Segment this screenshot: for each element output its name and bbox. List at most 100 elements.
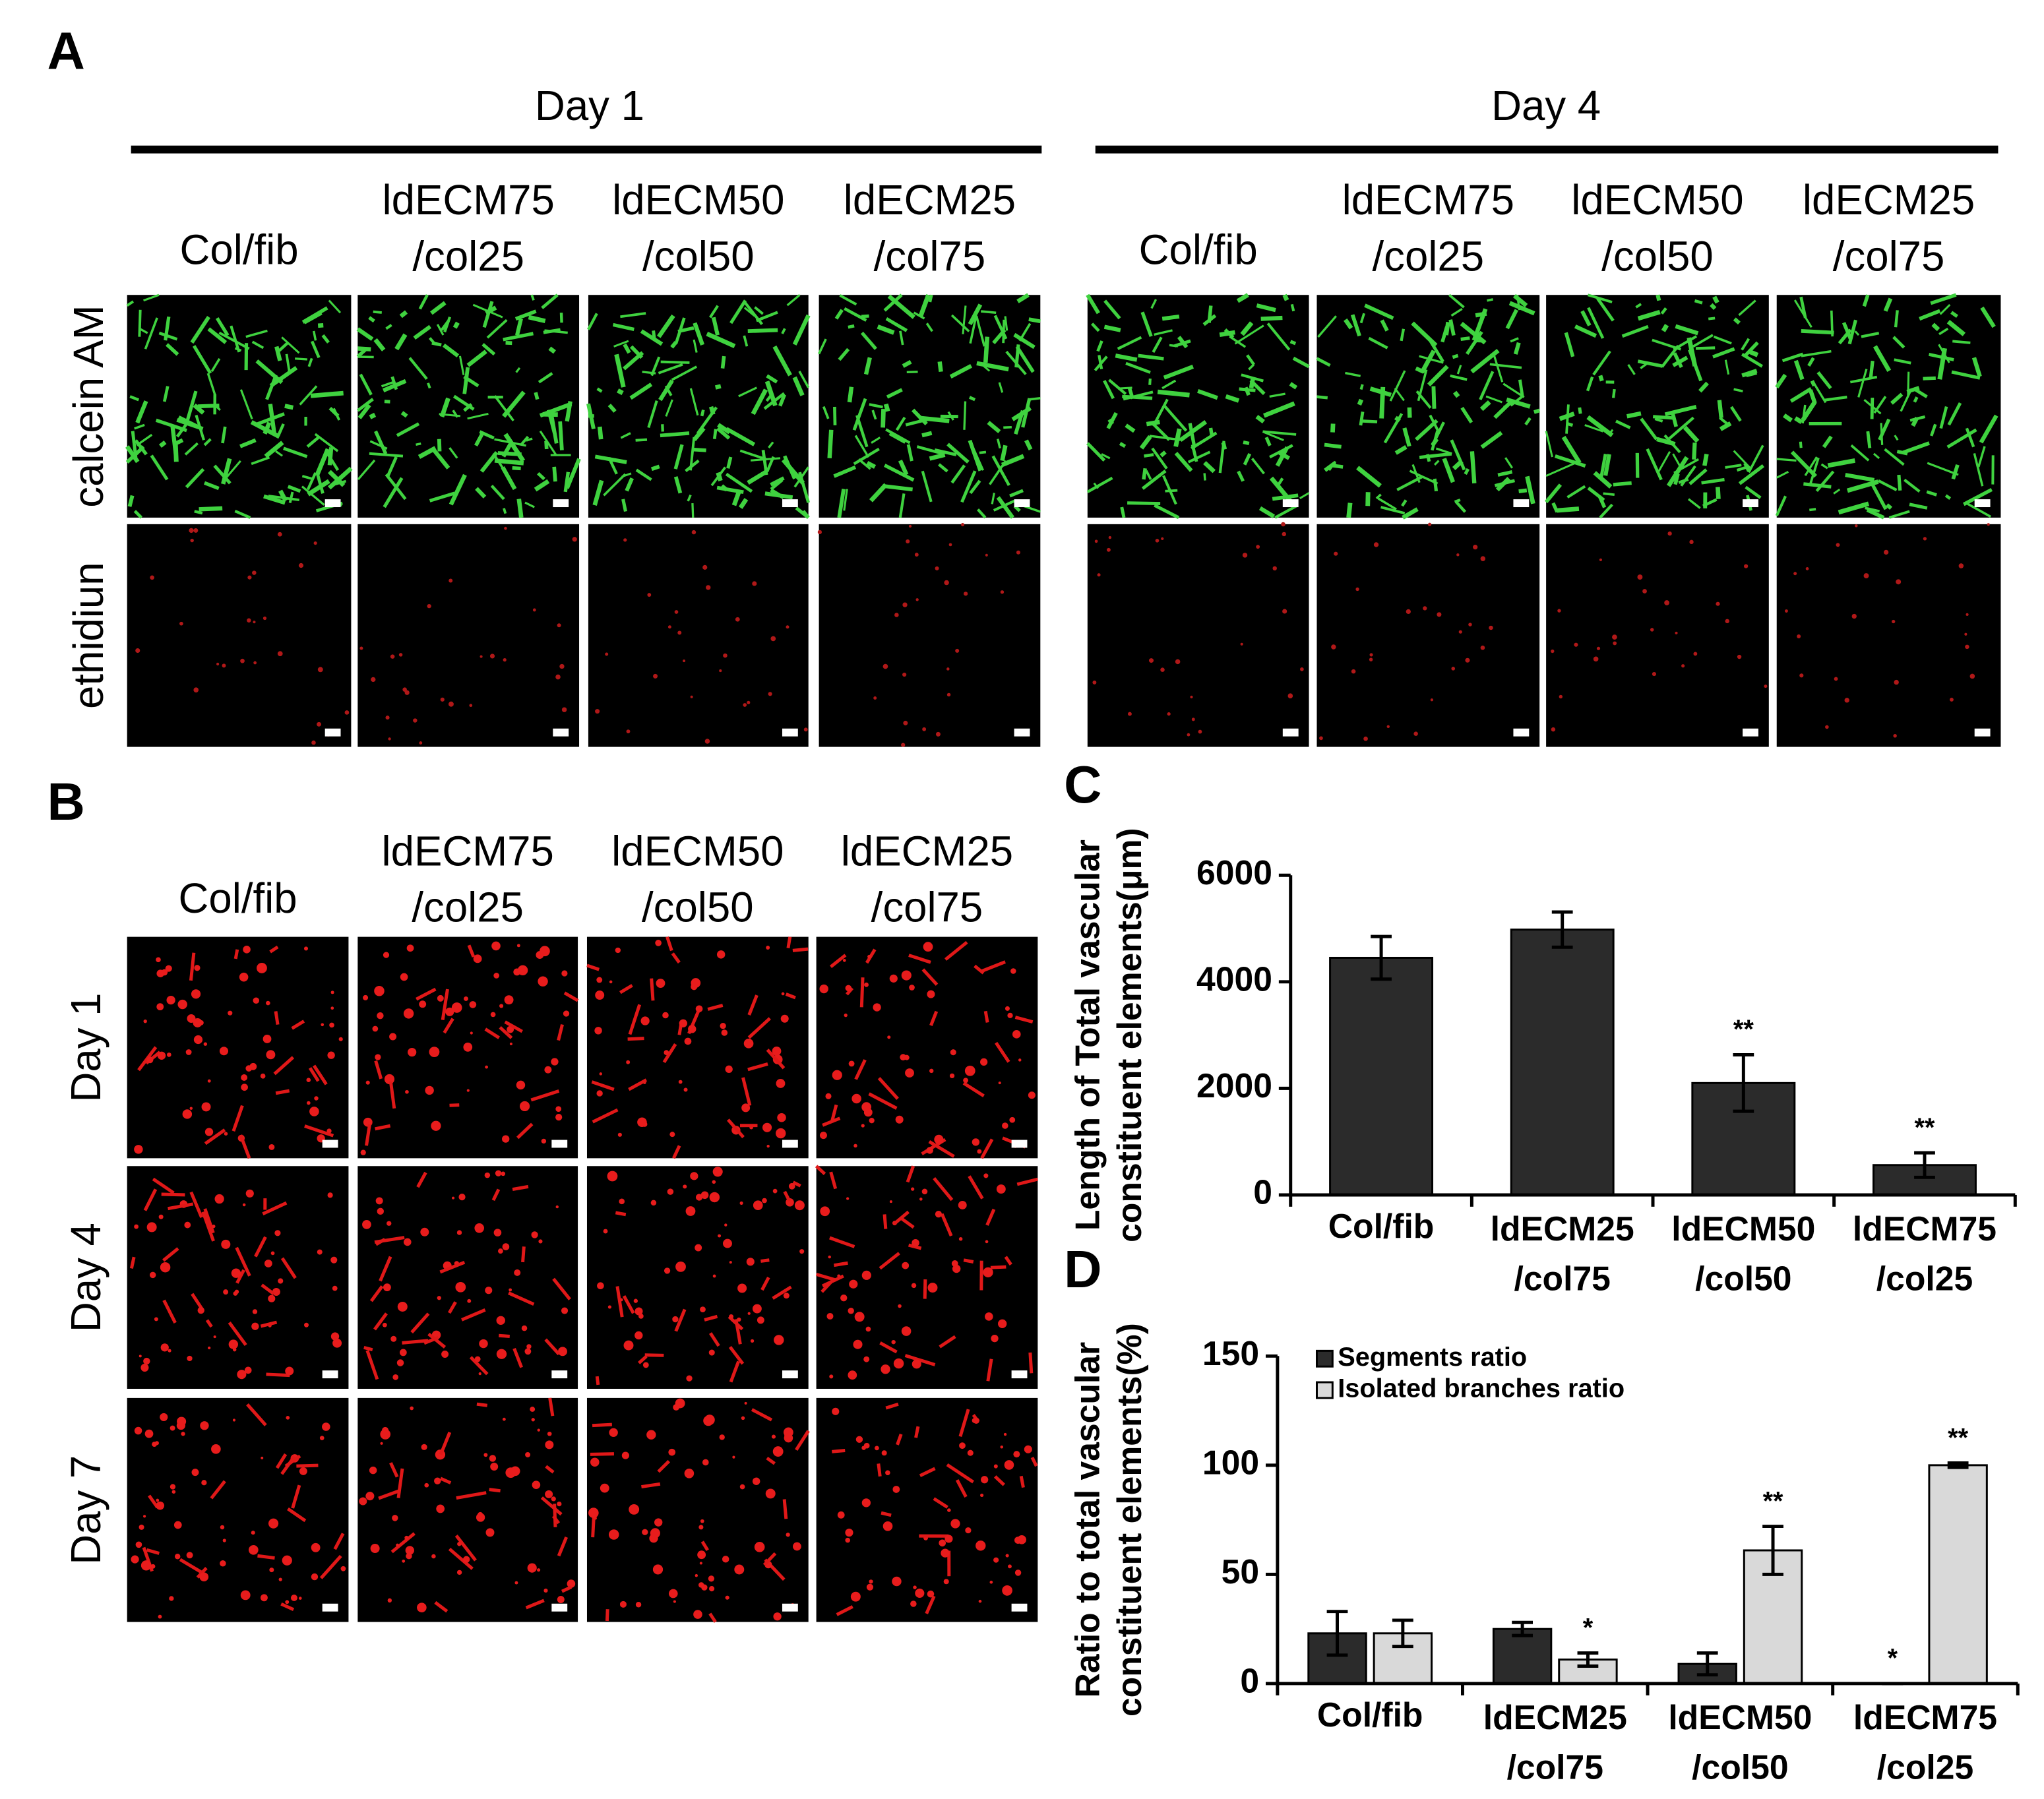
cell	[232, 1418, 236, 1422]
cell	[1282, 609, 1287, 614]
cell	[329, 1022, 334, 1028]
cell	[369, 1466, 377, 1475]
cell	[1144, 453, 1154, 458]
cell	[983, 1267, 993, 1277]
cell	[674, 610, 679, 614]
cell	[291, 1484, 301, 1509]
cell	[671, 365, 698, 381]
cell	[493, 1229, 502, 1236]
micrograph	[357, 1397, 578, 1622]
cell	[1013, 1451, 1020, 1458]
cell	[640, 329, 664, 346]
cell	[993, 1475, 1005, 1486]
cell	[846, 987, 854, 996]
cell	[490, 485, 505, 501]
cell	[660, 360, 690, 364]
cell	[955, 648, 960, 653]
cell	[1450, 439, 1466, 471]
cell	[725, 1595, 729, 1600]
cell	[221, 426, 227, 444]
cell	[860, 331, 877, 350]
cell	[399, 1349, 407, 1357]
cell	[406, 944, 414, 952]
cell	[1468, 623, 1472, 626]
cell	[913, 311, 925, 320]
cell	[521, 1325, 528, 1331]
cell	[1173, 428, 1182, 447]
cell	[1866, 508, 1885, 520]
cell	[475, 487, 487, 499]
cell	[592, 1108, 619, 1124]
cell	[1345, 371, 1361, 377]
y-tick-label: 150	[1202, 1334, 1259, 1372]
cell	[1103, 380, 1115, 400]
cell	[1014, 1016, 1034, 1024]
cell	[849, 1279, 858, 1289]
x-tick-label: ldECM75	[1853, 1698, 1997, 1736]
cell	[861, 314, 869, 319]
cell	[908, 954, 931, 964]
cell	[1122, 394, 1153, 400]
cell	[792, 947, 809, 952]
cell	[912, 1238, 919, 1247]
cell	[257, 1554, 275, 1560]
cell	[1775, 373, 1787, 389]
cell	[1427, 365, 1449, 386]
cell	[1419, 452, 1452, 460]
cell	[451, 1002, 462, 1013]
cell	[486, 319, 508, 339]
cell	[532, 608, 536, 612]
cell	[1909, 415, 1926, 422]
cell	[1377, 497, 1397, 510]
cell	[161, 969, 168, 976]
cell	[652, 1564, 664, 1575]
scale-bar	[553, 499, 569, 508]
cell	[766, 1144, 770, 1148]
cell	[948, 543, 952, 547]
cell	[133, 510, 143, 519]
cell	[1419, 355, 1444, 364]
cell	[427, 382, 431, 389]
cell	[1944, 494, 1952, 500]
cell	[1574, 642, 1578, 647]
cell	[439, 397, 450, 418]
cell	[793, 466, 810, 488]
cell	[927, 1283, 938, 1293]
cell	[914, 553, 919, 557]
cell	[170, 425, 178, 456]
cell	[1319, 736, 1323, 741]
cell	[470, 1031, 473, 1035]
cell	[1733, 317, 1741, 325]
cell	[160, 1262, 171, 1273]
cell	[965, 1527, 972, 1534]
cell	[222, 1539, 226, 1542]
cell	[893, 1358, 904, 1369]
cell	[747, 328, 778, 334]
cell	[666, 936, 673, 952]
cell	[919, 1467, 936, 1478]
cell	[623, 1340, 634, 1351]
cell	[1926, 490, 1937, 497]
cell	[1708, 317, 1716, 320]
cell	[1125, 423, 1136, 433]
cell	[915, 598, 919, 601]
cell	[1497, 470, 1513, 477]
cell	[303, 311, 323, 324]
cell	[929, 1068, 934, 1074]
cell	[739, 1484, 745, 1490]
cell	[458, 355, 465, 375]
cell	[392, 1374, 399, 1380]
cell	[530, 1407, 536, 1412]
cell	[150, 454, 169, 481]
cell	[245, 329, 268, 338]
cell	[461, 1308, 486, 1322]
cell	[177, 1417, 187, 1426]
cell	[781, 992, 785, 996]
cell	[419, 741, 423, 745]
cell	[544, 1066, 552, 1074]
cell	[538, 372, 553, 384]
cell	[319, 1436, 325, 1440]
cell	[946, 1463, 974, 1484]
cell	[288, 491, 294, 504]
cell	[379, 1256, 392, 1282]
